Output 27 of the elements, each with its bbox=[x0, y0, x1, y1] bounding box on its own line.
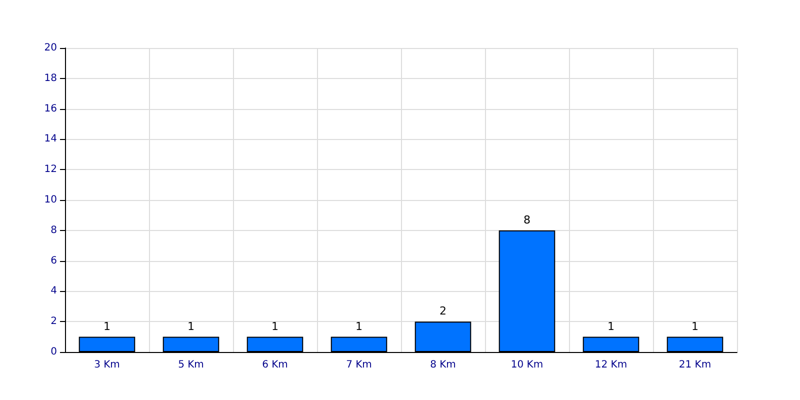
x-tick-label: 12 Km bbox=[594, 360, 628, 370]
y-tick-label: 0 bbox=[50, 346, 57, 358]
x-tick-label: 3 Km bbox=[94, 360, 120, 370]
data-label: 1 bbox=[272, 320, 278, 333]
data-label: 1 bbox=[104, 320, 110, 333]
x-tick-label: 21 Km bbox=[678, 360, 712, 370]
y-tick-label: 20 bbox=[44, 42, 57, 54]
y-tick-label: 18 bbox=[44, 72, 57, 84]
y-tick-label: 12 bbox=[44, 164, 57, 176]
data-label: 1 bbox=[608, 320, 614, 333]
y-tick-label: 8 bbox=[50, 224, 57, 236]
x-tick-label: 10 Km bbox=[510, 360, 544, 370]
x-tick-label: 6 Km bbox=[262, 360, 288, 370]
y-tick-label: 4 bbox=[50, 286, 57, 297]
y-tick-label: 2 bbox=[50, 316, 57, 328]
y-tick-label: 6 bbox=[50, 255, 57, 266]
x-tick-label: 5 Km bbox=[178, 360, 204, 370]
data-label: 1 bbox=[356, 320, 362, 333]
data-label: 8 bbox=[524, 213, 530, 226]
y-tick-label: 16 bbox=[44, 103, 57, 114]
x-tick-label: 8 Km bbox=[430, 360, 456, 370]
data-label: 2 bbox=[440, 304, 446, 318]
y-tick-label: 14 bbox=[44, 134, 57, 145]
data-label: 1 bbox=[188, 320, 194, 333]
x-tick-label: 7 Km bbox=[346, 360, 372, 370]
y-tick-label: 10 bbox=[44, 194, 57, 206]
data-label: 1 bbox=[692, 320, 698, 333]
